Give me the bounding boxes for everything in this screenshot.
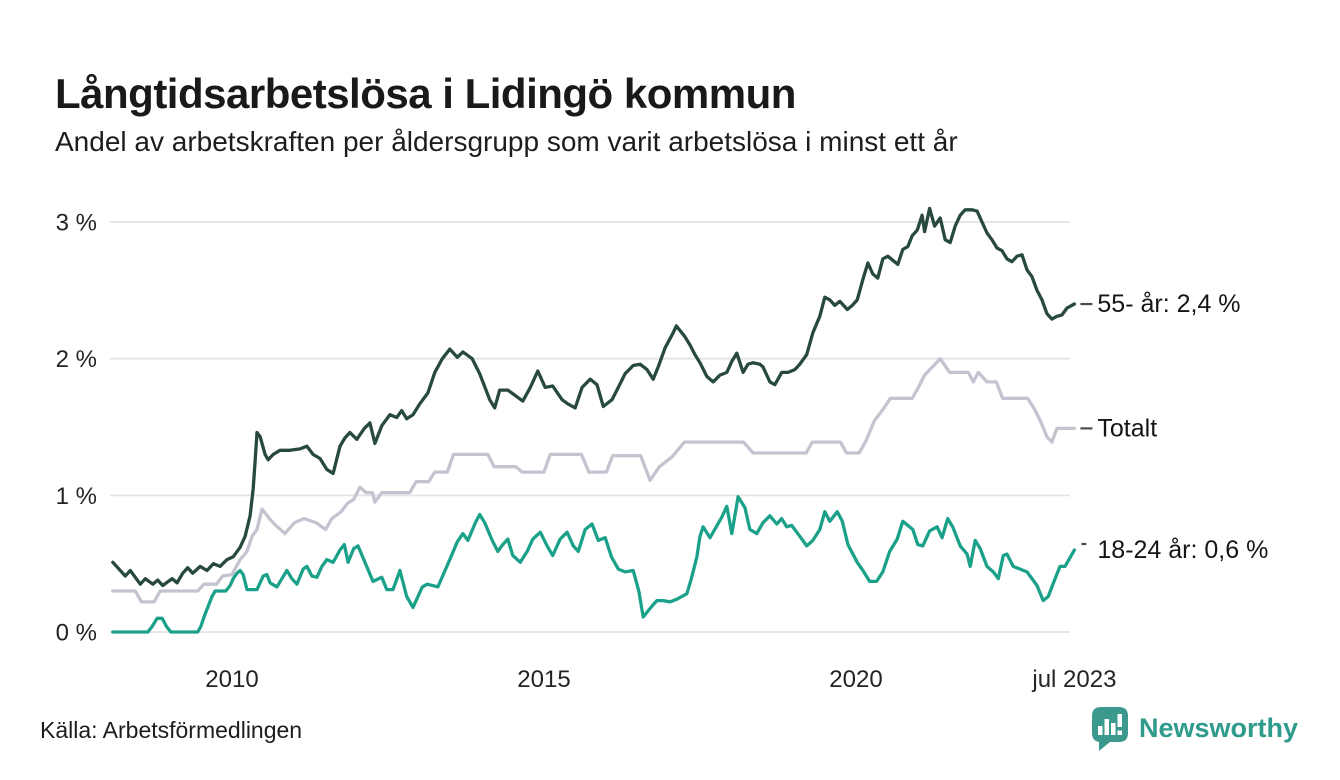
series-line-total: [111, 357, 1077, 604]
x-axis-tick-label: jul 2023: [1031, 666, 1116, 693]
y-axis-tick-label: 2 %: [56, 346, 97, 373]
y-axis-tick-label: 0 %: [56, 620, 97, 647]
x-axis-tick-label: 2010: [205, 666, 258, 693]
chart-subtitle: Andel av arbetskraften per åldersgrupp s…: [55, 126, 958, 157]
series-line-age-55-plus: [111, 206, 1077, 588]
series-end-label-total: Totalt: [1097, 414, 1157, 442]
y-axis-tick-label: 3 %: [56, 210, 97, 237]
newsworthy-bubble-chart-icon: [1091, 707, 1128, 751]
series-end-label-age-55-plus: 55- år: 2,4 %: [1097, 290, 1240, 318]
newsworthy-logo: Newsworthy: [1090, 706, 1298, 751]
series-end-label-age-18-24: 18-24 år: 0,6 %: [1097, 536, 1268, 564]
series-line-age-18-24: [111, 495, 1077, 634]
x-axis-tick-label: 2020: [829, 666, 882, 693]
y-axis-tick-label: 1 %: [56, 483, 97, 510]
source-note: Källa: Arbetsförmedlingen: [40, 717, 303, 743]
page-title: Långtidsarbetslösa i Lidingö kommun: [55, 70, 796, 118]
brand-name: Newsworthy: [1138, 713, 1298, 743]
x-axis-tick-label: 2015: [517, 666, 570, 693]
